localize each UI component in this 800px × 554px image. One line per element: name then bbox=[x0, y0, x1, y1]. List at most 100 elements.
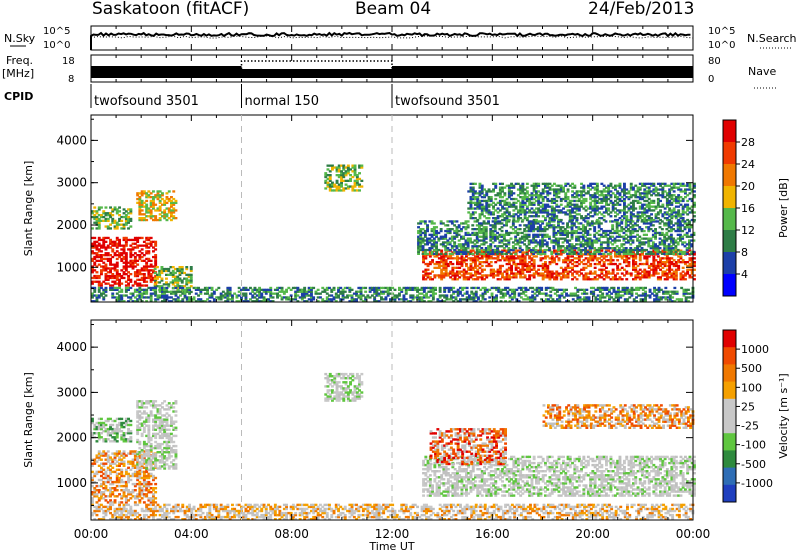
heatmap-cell bbox=[525, 251, 529, 254]
heatmap-cell bbox=[575, 226, 578, 229]
heatmap-cell bbox=[557, 231, 560, 235]
heatmap-cell bbox=[593, 209, 597, 212]
heatmap-cell bbox=[534, 222, 538, 225]
heatmap-cell bbox=[643, 213, 647, 216]
heatmap-cell bbox=[115, 265, 119, 268]
heatmap-cell bbox=[654, 231, 657, 235]
heatmap-cell bbox=[638, 228, 642, 231]
heatmap-cell bbox=[636, 211, 640, 214]
heatmap-cell bbox=[566, 235, 569, 238]
heatmap-cell bbox=[552, 224, 556, 227]
heatmap-cell bbox=[535, 207, 538, 210]
heatmap-cell bbox=[484, 248, 488, 252]
heatmap-cell bbox=[582, 184, 586, 187]
heatmap-cell bbox=[654, 259, 658, 262]
heatmap-cell bbox=[498, 209, 502, 212]
heatmap-cell bbox=[681, 199, 685, 203]
heatmap-cell bbox=[95, 254, 99, 257]
heatmap-cell bbox=[661, 205, 665, 208]
heatmap-cell bbox=[668, 194, 672, 197]
heatmap-cell bbox=[559, 272, 563, 275]
heatmap-cell bbox=[609, 194, 613, 197]
heatmap-cell bbox=[158, 209, 162, 212]
heatmap-cell bbox=[663, 243, 667, 246]
heatmap-cell bbox=[133, 288, 137, 291]
heatmap-cell bbox=[582, 253, 586, 256]
heatmap-cell bbox=[133, 274, 137, 278]
heatmap-cell bbox=[449, 270, 453, 273]
heatmap-cell bbox=[138, 288, 142, 291]
heatmap-cell bbox=[510, 259, 513, 262]
heatmap-cell bbox=[614, 276, 617, 279]
heatmap-cell bbox=[532, 248, 536, 252]
heatmap-cell bbox=[564, 192, 568, 195]
heatmap-cell bbox=[544, 264, 547, 268]
heatmap-cell bbox=[688, 186, 692, 189]
heatmap-cell bbox=[575, 231, 578, 235]
heatmap-cell bbox=[421, 245, 425, 248]
heatmap-cell bbox=[661, 213, 665, 216]
heatmap-cell bbox=[423, 243, 427, 246]
heatmap-cell bbox=[677, 186, 681, 189]
heatmap-cell bbox=[441, 241, 445, 244]
heatmap-cell bbox=[543, 229, 547, 233]
heatmap-cell bbox=[469, 207, 473, 210]
heatmap-cell bbox=[641, 203, 644, 206]
heatmap-cell bbox=[152, 207, 155, 210]
heatmap-cell bbox=[480, 261, 484, 264]
heatmap-cell bbox=[674, 217, 678, 220]
heatmap-cell bbox=[154, 263, 158, 266]
heatmap-cell bbox=[654, 243, 657, 246]
heatmap-cell bbox=[100, 214, 103, 217]
heatmap-cell bbox=[340, 177, 343, 181]
freq-label: Freq. bbox=[6, 54, 33, 67]
heatmap-cell bbox=[568, 209, 572, 212]
heatmap-cell bbox=[571, 255, 574, 258]
heatmap-cell bbox=[541, 268, 545, 271]
heatmap-cell bbox=[417, 243, 420, 246]
heatmap-cell bbox=[562, 270, 565, 273]
heatmap-cell bbox=[136, 288, 140, 291]
heatmap-cell bbox=[460, 237, 463, 240]
heatmap-cell bbox=[674, 262, 678, 266]
heatmap-cell bbox=[553, 211, 556, 214]
heatmap-cell bbox=[584, 235, 587, 238]
heatmap-cell bbox=[615, 235, 619, 238]
heatmap-cell bbox=[100, 271, 103, 274]
heatmap-cell bbox=[643, 270, 647, 273]
heatmap-cell bbox=[541, 274, 545, 277]
heatmap-cell bbox=[640, 237, 644, 240]
heatmap-cell bbox=[133, 252, 137, 255]
heatmap-cell bbox=[507, 196, 511, 199]
heatmap-cell bbox=[645, 257, 649, 260]
heatmap-cell bbox=[145, 192, 149, 195]
heatmap-cell bbox=[100, 215, 103, 219]
heatmap-cell bbox=[528, 264, 532, 268]
heatmap-cell bbox=[625, 192, 629, 195]
heatmap-cell bbox=[475, 252, 479, 255]
heatmap-cell bbox=[586, 253, 590, 256]
heatmap-cell bbox=[93, 280, 97, 283]
heatmap-cell bbox=[679, 274, 683, 277]
heatmap-cell bbox=[595, 231, 599, 235]
heatmap-cell bbox=[458, 276, 462, 279]
heatmap-cell bbox=[171, 273, 175, 276]
heatmap-cell bbox=[93, 240, 97, 243]
heatmap-cell bbox=[563, 231, 567, 235]
heatmap-cell bbox=[661, 194, 665, 197]
heatmap-cell bbox=[681, 190, 685, 193]
heatmap-cell bbox=[187, 275, 191, 278]
heatmap-cell bbox=[507, 215, 511, 218]
heatmap-cell bbox=[441, 235, 445, 238]
heatmap-cell bbox=[480, 278, 484, 281]
heatmap-cell bbox=[489, 247, 493, 250]
heatmap-cell bbox=[532, 266, 536, 269]
heatmap-cell bbox=[133, 296, 137, 299]
heatmap-cell bbox=[625, 215, 629, 218]
heatmap-cell bbox=[613, 239, 617, 242]
heatmap-cell bbox=[178, 269, 182, 273]
heatmap-cell bbox=[651, 247, 655, 250]
heatmap-cell bbox=[138, 244, 142, 247]
heatmap-cell bbox=[557, 259, 561, 262]
heatmap-cell bbox=[156, 285, 159, 288]
